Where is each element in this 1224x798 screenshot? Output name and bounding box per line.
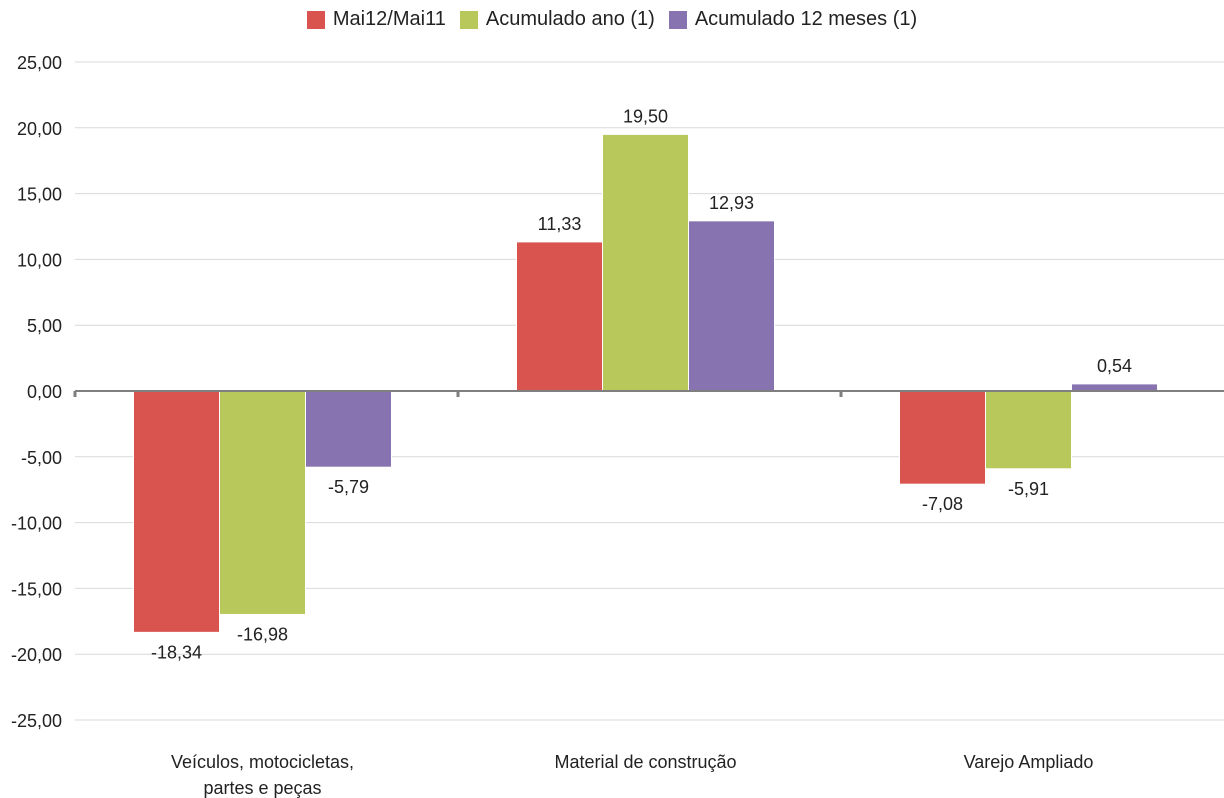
- data-label: 0,54: [1097, 356, 1132, 376]
- y-tick-label: 20,00: [17, 119, 62, 139]
- bar: [985, 390, 1072, 470]
- bar: [899, 390, 986, 485]
- legend-item-acumulado-ano: Acumulado ano (1): [459, 8, 655, 31]
- legend-label-acumulado-12-meses: Acumulado 12 meses (1): [694, 8, 918, 30]
- x-tick-label: Varejo Ampliado: [964, 752, 1094, 772]
- data-label: 11,33: [538, 214, 582, 234]
- bar: [305, 390, 392, 468]
- data-label: -16,98: [237, 624, 288, 644]
- y-tick-label: -5,00: [21, 448, 62, 468]
- bar: [219, 390, 306, 615]
- bar: [1071, 383, 1158, 392]
- x-tick-label: Veículos, motocicletas,: [171, 752, 354, 772]
- y-tick-label: 0,00: [27, 382, 62, 402]
- legend-swatch-acumulado-ano: [459, 10, 478, 29]
- data-label: -7,08: [922, 494, 963, 514]
- legend-item-acumulado-12-meses: Acumulado 12 meses (1): [668, 8, 918, 31]
- data-label: 12,93: [709, 193, 754, 213]
- bar: [516, 241, 603, 392]
- data-label: -5,91: [1008, 479, 1049, 499]
- data-label: -18,34: [151, 642, 202, 662]
- bar: [133, 390, 220, 633]
- legend-swatch-acumulado-12-meses: [668, 10, 687, 29]
- bar: [688, 220, 775, 392]
- legend-label-acumulado-ano: Acumulado ano (1): [485, 8, 655, 30]
- data-label: -5,79: [328, 477, 369, 497]
- y-tick-label: 25,00: [17, 53, 62, 73]
- bar: [602, 133, 689, 392]
- y-tick-label: -15,00: [11, 579, 62, 599]
- y-tick-label: 15,00: [17, 185, 62, 205]
- data-label: 19,50: [623, 106, 668, 126]
- legend-label-mai12: Mai12/Mai11: [332, 8, 446, 30]
- y-tick-label: -10,00: [11, 514, 62, 534]
- y-tick-label: -25,00: [11, 711, 62, 731]
- y-tick-label: 10,00: [17, 250, 62, 270]
- y-tick-label: -20,00: [11, 645, 62, 665]
- legend-swatch-mai12: [306, 10, 325, 29]
- x-tick-label: Material de construção: [554, 752, 736, 772]
- y-tick-label: 5,00: [27, 316, 62, 336]
- chart-legend: Mai12/Mai11 Acumulado ano (1) Acumulado …: [0, 8, 1224, 31]
- legend-item-mai12: Mai12/Mai11: [306, 8, 446, 31]
- x-tick-label: partes e peças: [203, 778, 321, 798]
